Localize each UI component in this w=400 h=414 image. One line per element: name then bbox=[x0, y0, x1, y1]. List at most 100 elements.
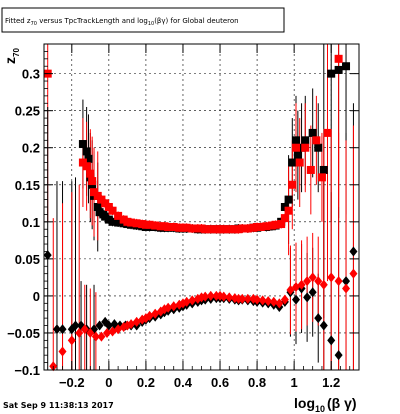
data-point-square bbox=[271, 220, 280, 229]
data-point-diamond bbox=[334, 350, 343, 361]
data-point-diamond bbox=[58, 346, 67, 357]
data-point-square bbox=[312, 136, 321, 145]
y-tick-label: −0.05 bbox=[7, 326, 40, 341]
x-tick-label: 0.8 bbox=[248, 375, 266, 390]
data-point-diamond bbox=[319, 279, 328, 290]
data-point-square bbox=[284, 195, 293, 204]
data-markers bbox=[43, 54, 358, 372]
data-point-square bbox=[108, 217, 117, 226]
data-point-diamond bbox=[201, 291, 210, 302]
y-tick-label: 0.05 bbox=[15, 252, 40, 267]
data-point-square bbox=[82, 162, 91, 171]
data-point-square bbox=[319, 165, 328, 174]
timestamp: Sat Sep 9 11:38:13 2017 bbox=[3, 401, 114, 410]
data-point-diamond bbox=[327, 272, 336, 283]
data-point-square bbox=[127, 218, 136, 227]
x-axis-title: log10 (β γ) bbox=[294, 395, 357, 414]
data-point-square bbox=[288, 180, 297, 189]
data-point-square bbox=[306, 165, 315, 174]
data-point-diamond bbox=[327, 335, 336, 346]
data-point-diamond bbox=[303, 276, 312, 287]
data-point-square bbox=[201, 225, 210, 234]
data-point-diamond bbox=[164, 302, 173, 313]
data-point-diamond bbox=[103, 327, 111, 338]
y-tick-label: −0.1 bbox=[14, 363, 40, 378]
data-point-square bbox=[277, 220, 286, 229]
data-point-square bbox=[342, 62, 351, 71]
data-point-diamond bbox=[67, 335, 76, 346]
data-point-diamond bbox=[91, 331, 100, 342]
plot-frame bbox=[43, 43, 360, 371]
data-point-diamond bbox=[206, 290, 215, 301]
y-tick-label: 0.2 bbox=[22, 141, 40, 156]
data-point-square bbox=[93, 203, 102, 211]
data-point-square bbox=[256, 223, 265, 232]
data-point-diamond bbox=[52, 324, 61, 335]
data-point-square bbox=[88, 177, 97, 186]
data-point-diamond bbox=[297, 279, 306, 290]
data-point-diamond bbox=[319, 320, 328, 331]
data-point-square bbox=[145, 220, 154, 229]
data-point-square bbox=[108, 206, 117, 215]
data-point-square bbox=[78, 140, 87, 149]
data-point-square bbox=[164, 223, 173, 232]
y-tick-label: 0.3 bbox=[22, 67, 40, 82]
data-point-square bbox=[301, 136, 310, 145]
y-tick-label: 0.1 bbox=[22, 215, 40, 230]
data-point-diamond bbox=[292, 294, 300, 305]
data-point-square bbox=[206, 225, 215, 234]
data-point-diamond bbox=[80, 324, 89, 335]
x-tick-label: 0 bbox=[105, 375, 112, 390]
data-point-diamond bbox=[334, 276, 343, 287]
data-point-diamond bbox=[104, 320, 113, 331]
data-point-diamond bbox=[269, 296, 278, 307]
data-point-square bbox=[280, 214, 289, 223]
y-tick-label: 0 bbox=[33, 289, 40, 304]
data-point-square bbox=[86, 169, 95, 178]
data-point-square bbox=[292, 136, 300, 145]
data-point-square bbox=[188, 224, 197, 233]
data-point-square bbox=[238, 224, 247, 233]
data-point-square bbox=[262, 222, 271, 231]
data-point-square bbox=[114, 211, 123, 220]
data-point-diamond bbox=[188, 295, 197, 306]
error-bars bbox=[47, 44, 354, 370]
data-point-diamond bbox=[275, 298, 284, 309]
data-point-diamond bbox=[258, 295, 267, 306]
data-point-square bbox=[84, 154, 93, 163]
data-point-square bbox=[151, 221, 160, 230]
data-point-diamond bbox=[243, 293, 252, 304]
data-point-diamond bbox=[308, 287, 317, 298]
data-point-square bbox=[323, 128, 332, 137]
x-tick-label: −0.2 bbox=[59, 375, 85, 390]
data-point-diamond bbox=[349, 246, 358, 257]
data-point-square bbox=[114, 218, 123, 227]
data-point-diamond bbox=[182, 296, 191, 307]
tick-labels: −0.2 0 0.2 0.4 0.6 0.8 1 1.2 −0.1 −0.05 0 0.05 0.1 0.… bbox=[7, 67, 340, 390]
title-box bbox=[1, 7, 285, 33]
data-point-diamond bbox=[303, 292, 312, 303]
data-point-diamond bbox=[95, 320, 104, 331]
data-point-square bbox=[334, 54, 343, 63]
x-tick-label: 1 bbox=[291, 375, 298, 390]
data-point-square bbox=[169, 223, 178, 232]
data-point-diamond bbox=[308, 272, 317, 283]
data-point-diamond bbox=[58, 324, 67, 335]
data-point-square bbox=[292, 143, 300, 152]
data-point-square bbox=[219, 225, 228, 234]
data-point-square bbox=[132, 219, 141, 228]
data-point-square bbox=[308, 128, 317, 137]
data-point-diamond bbox=[169, 301, 178, 312]
data-point-diamond bbox=[314, 313, 323, 324]
data-point-square bbox=[314, 143, 323, 152]
data-point-diamond bbox=[253, 294, 262, 305]
y-axis-title: z70 bbox=[2, 48, 21, 64]
x-tick-label: 0.2 bbox=[137, 375, 155, 390]
data-point-square bbox=[293, 151, 302, 160]
axis-ticks bbox=[44, 44, 359, 371]
data-point-diamond bbox=[97, 331, 106, 342]
data-point-diamond bbox=[238, 293, 247, 304]
data-point-diamond bbox=[219, 291, 228, 302]
y-tick-label: 0.25 bbox=[15, 104, 40, 119]
data-point-square bbox=[225, 225, 234, 234]
